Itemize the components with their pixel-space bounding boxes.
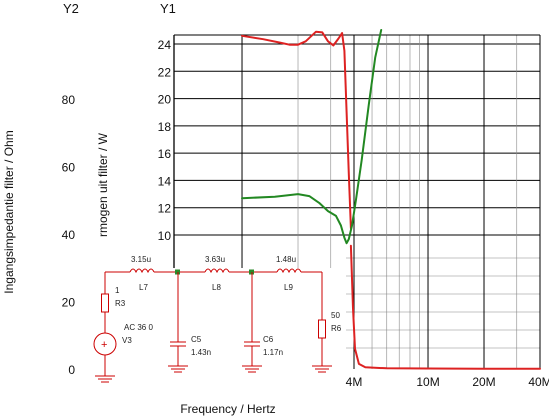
resistor-r6-symbol — [318, 319, 326, 339]
series-line-2 — [241, 29, 383, 245]
l9-value: 1.48u — [276, 255, 296, 264]
y1-tick-label: 10 — [158, 229, 172, 243]
y1-tick-label: 20 — [158, 93, 172, 107]
y2-header: Y2 — [63, 1, 79, 16]
l7-name: L7 — [139, 283, 148, 292]
grid — [174, 35, 541, 369]
y1-tick-label: 18 — [158, 120, 172, 134]
y2-tick-label: 0 — [68, 363, 75, 377]
inductor-l8-symbol — [204, 268, 230, 274]
l8-name: L8 — [212, 283, 221, 292]
x-tick-label: 10M — [416, 375, 439, 389]
l7-value: 3.15u — [131, 255, 151, 264]
c5-value: 1.43n — [191, 348, 211, 357]
ground-symbol — [312, 365, 332, 373]
y1-tick-label: 12 — [158, 202, 172, 216]
y1-tick-label: 16 — [158, 147, 172, 161]
y2-tick-label: 60 — [62, 161, 76, 175]
source-v3-sign: + — [101, 339, 107, 351]
r3-value: 1 — [115, 286, 120, 295]
c5-name: C5 — [191, 335, 202, 344]
y1-tick-label: 14 — [158, 174, 172, 188]
v3-name: V3 — [122, 336, 132, 345]
y2-tick-label: 40 — [62, 228, 76, 242]
ground-symbol — [95, 375, 115, 383]
x-axis-label: Frequency / Hertz — [180, 402, 275, 416]
y2-tick-label: 80 — [62, 93, 76, 107]
inductor-l9-symbol — [276, 268, 302, 274]
series-line-0 — [241, 30, 352, 230]
ground-symbol — [168, 365, 188, 373]
l9-name: L9 — [284, 283, 293, 292]
v3-value: AC 36 0 — [124, 323, 153, 332]
x-tick-label: 4M — [346, 375, 363, 389]
r6-value: 50 — [331, 311, 340, 320]
x-tick-labels: 4M 10M 20M 40M — [346, 375, 549, 389]
y1-tick-label: 22 — [158, 65, 172, 79]
y2-tick-label: 20 — [62, 296, 76, 310]
y1-header: Y1 — [160, 1, 176, 16]
c6-name: C6 — [263, 335, 274, 344]
l8-value: 3.63u — [205, 255, 225, 264]
series-line-1 — [349, 244, 541, 370]
y2-axis-label: Ingangsimpedantie filter / Ohm — [2, 130, 16, 293]
resistor-r3-symbol — [101, 293, 109, 313]
y1-tick-labels: 10 12 14 16 18 20 22 24 — [158, 38, 172, 243]
c6-value: 1.17n — [263, 348, 283, 357]
x-tick-label: 40M — [528, 375, 549, 389]
y1-axis-label: rmogen uit filter / W — [96, 132, 110, 237]
x-tick-label: 20M — [472, 375, 495, 389]
y2-tick-labels: 0 20 40 60 80 — [62, 93, 76, 377]
r3-name: R3 — [115, 299, 126, 308]
inductor-l7-symbol — [129, 268, 155, 274]
filter-schematic: + — [93, 268, 332, 383]
r6-name: R6 — [331, 324, 342, 333]
y1-tick-label: 24 — [158, 38, 172, 52]
ground-symbol — [242, 365, 262, 373]
series-group — [241, 29, 541, 370]
schematic-labels: 3.15u L7 3.63u L8 1.48u L9 1 R3 AC 36 0 … — [115, 255, 342, 357]
